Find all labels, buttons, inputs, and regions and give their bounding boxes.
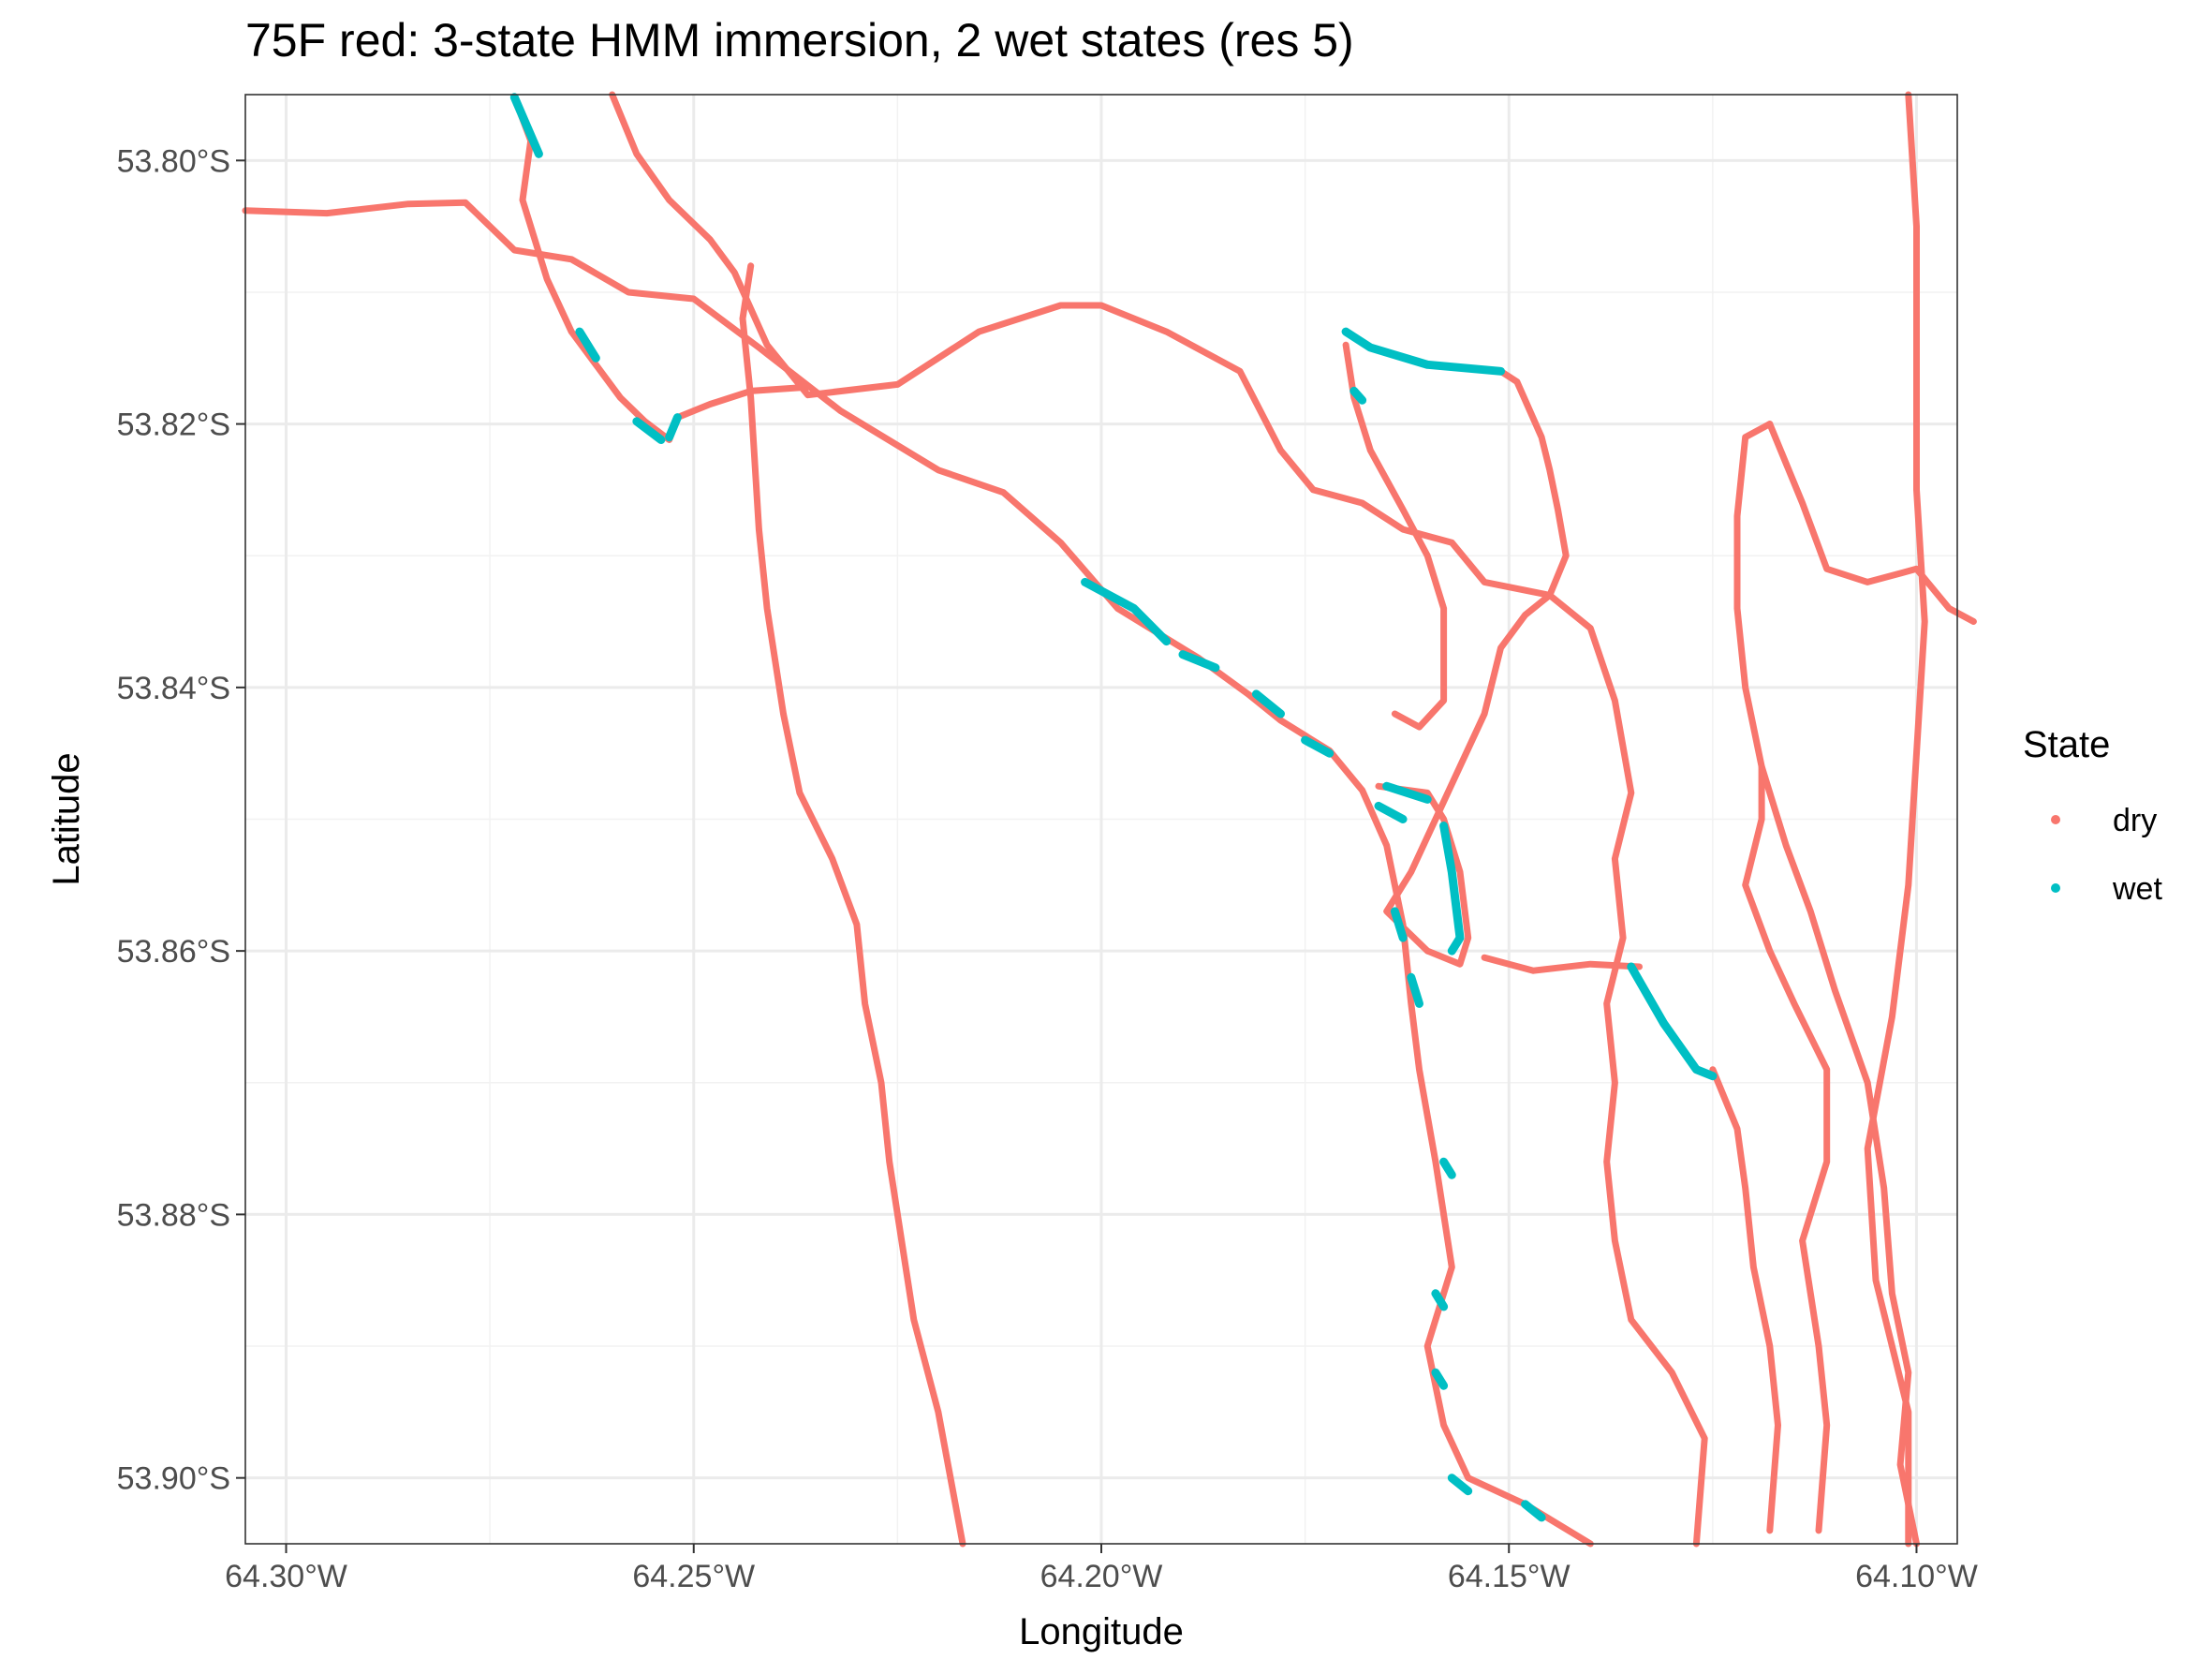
y-tick-label: 53.80°S <box>117 143 230 179</box>
wet-track <box>632 417 666 444</box>
dry-track <box>242 199 1594 1548</box>
track-points <box>242 91 1977 1548</box>
wet-track <box>1341 327 1505 376</box>
y-tick-label: 53.84°S <box>117 671 230 706</box>
wet-track <box>1627 962 1718 1081</box>
wet-track <box>1431 1368 1449 1390</box>
wet-track <box>509 93 543 158</box>
y-tick-label: 53.82°S <box>117 407 230 443</box>
dry-track <box>609 91 1708 1548</box>
wet-track <box>1439 1157 1456 1179</box>
wet-track <box>575 327 600 363</box>
wet-track <box>1447 1474 1473 1496</box>
dry-track <box>739 262 966 1548</box>
dry-track <box>1733 421 1831 1534</box>
chart-title: 75F red: 3-state HMM immersion, 2 wet st… <box>245 14 1354 67</box>
dry-track <box>1864 91 1928 1548</box>
x-axis: 64.30°W 64.25°W 64.20°W 64.15°W 64.10°W <box>225 1544 1978 1594</box>
series-dry <box>242 91 1977 1548</box>
x-tick-label: 64.15°W <box>1448 1559 1571 1594</box>
grid-lines <box>245 95 1957 1544</box>
dry-track <box>1758 763 1920 1548</box>
y-tick-label: 53.86°S <box>117 934 230 970</box>
x-tick-label: 64.10°W <box>1855 1559 1978 1594</box>
dry-track <box>1481 954 1643 974</box>
wet-track <box>1178 650 1220 673</box>
dry-track <box>1709 1066 1781 1534</box>
y-axis: 53.80°S 53.82°S 53.84°S 53.86°S 53.88°S 53.90… <box>117 143 245 1497</box>
wet-track <box>1301 735 1335 758</box>
dry-track <box>1766 421 1977 625</box>
wet-track <box>1407 972 1423 1008</box>
legend: State dry wet <box>2023 724 2162 907</box>
x-tick-label: 64.20°W <box>1040 1559 1163 1594</box>
x-tick-label: 64.25°W <box>632 1559 755 1594</box>
legend-label-dry: dry <box>2113 803 2157 838</box>
wet-track <box>1431 1289 1449 1311</box>
y-tick-label: 53.90°S <box>117 1461 230 1497</box>
wet-track <box>1439 822 1465 955</box>
wet-track <box>1374 801 1408 823</box>
dry-track <box>510 94 812 443</box>
legend-key-wet <box>2051 883 2060 893</box>
legend-entries: dry wet <box>2051 803 2162 907</box>
y-tick-label: 53.88°S <box>117 1197 230 1233</box>
dry-track <box>1342 341 1448 731</box>
plot-panel <box>242 91 1977 1548</box>
wet-track <box>665 413 682 442</box>
wet-track <box>1081 577 1172 646</box>
wet-track <box>1390 907 1408 942</box>
wet-track <box>1349 386 1367 405</box>
dry-track <box>1342 328 1570 968</box>
legend-title: State <box>2023 724 2110 765</box>
wet-track <box>1382 781 1432 804</box>
x-tick-label: 64.30°W <box>225 1559 347 1594</box>
y-axis-title: Latitude <box>46 752 87 885</box>
legend-label-wet: wet <box>2112 871 2162 907</box>
series-wet <box>509 93 1718 1522</box>
wet-track <box>1251 689 1285 718</box>
x-axis-title: Longitude <box>1019 1611 1184 1652</box>
legend-key-dry <box>2051 815 2060 824</box>
wet-track <box>1521 1500 1546 1522</box>
